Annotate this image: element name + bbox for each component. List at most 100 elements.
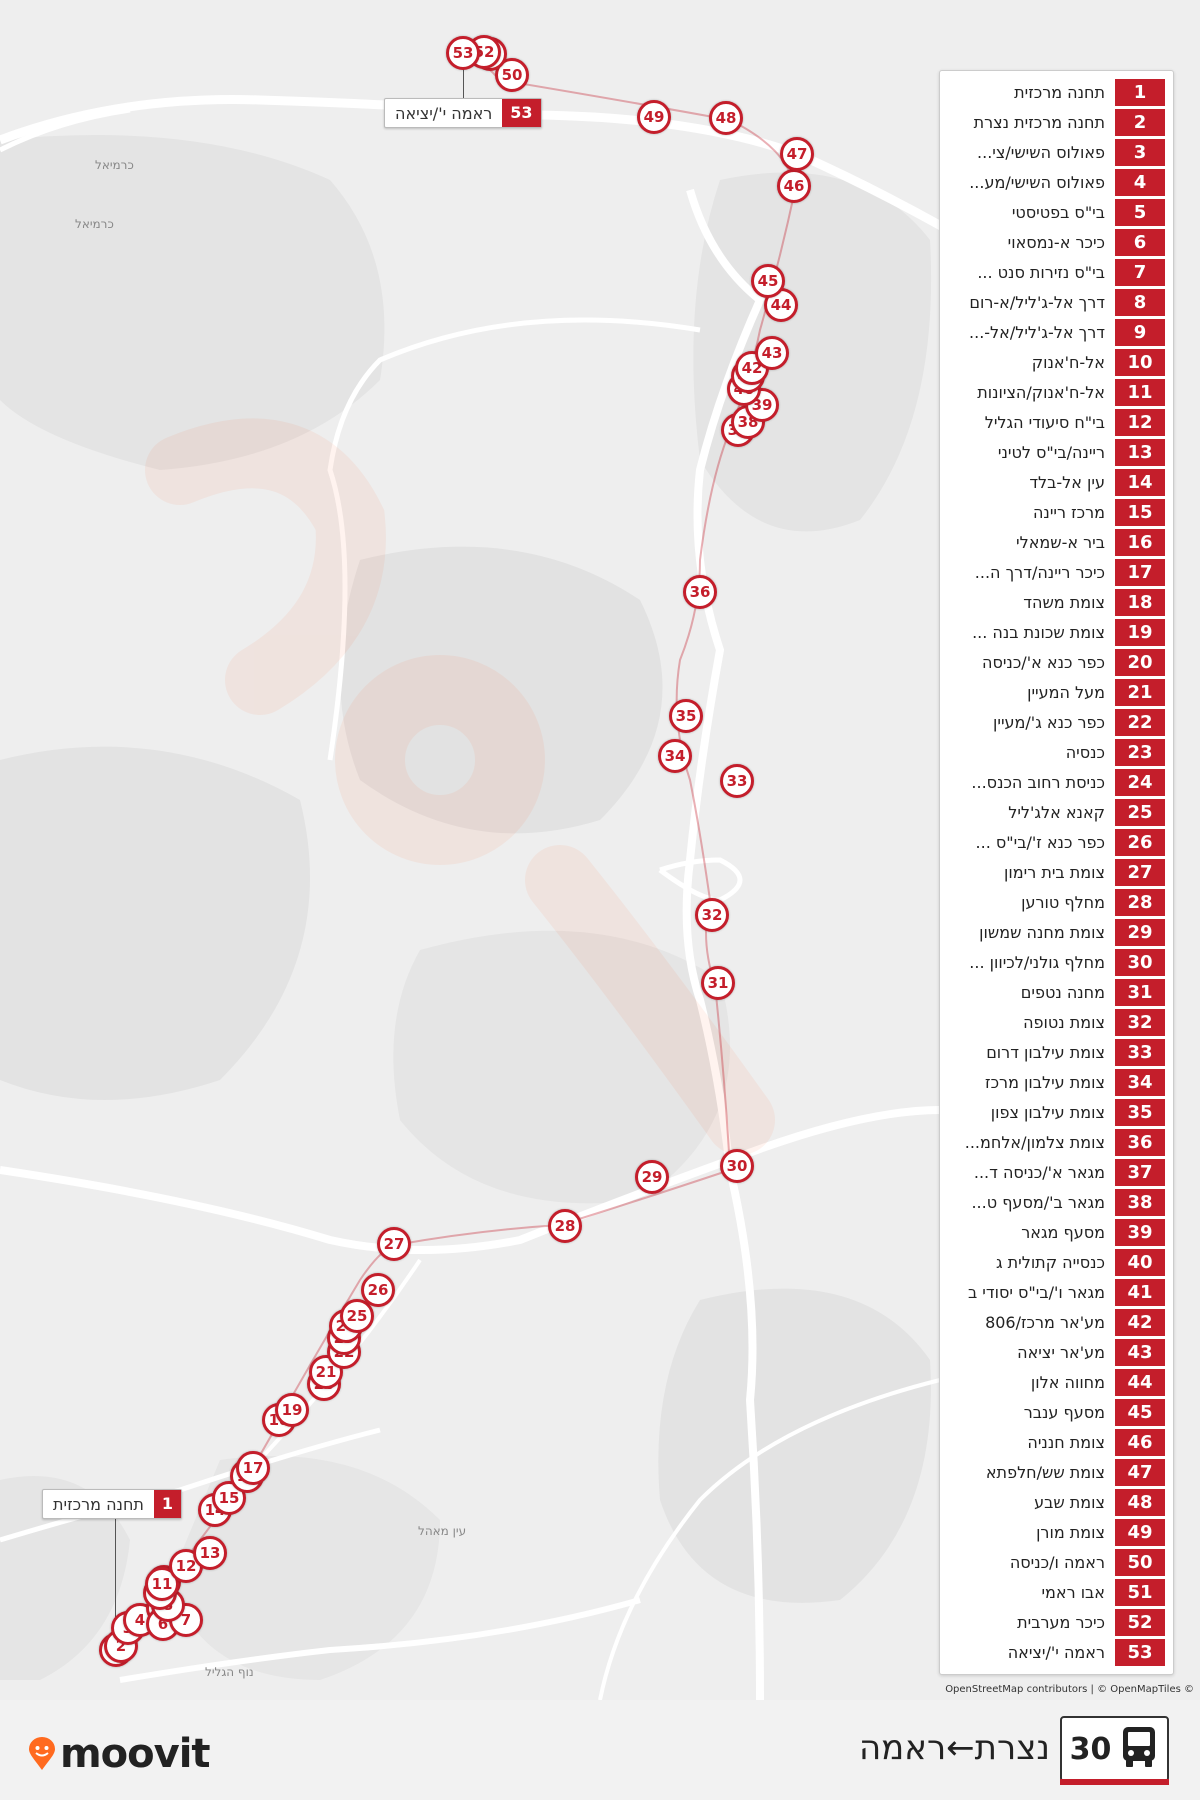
stop-list-item[interactable]: 10 אל-ח'אנוק [948,347,1165,377]
stop-marker[interactable]: 49 [637,100,671,134]
stop-marker[interactable]: 35 [669,699,703,733]
stop-number: 27 [1115,858,1165,886]
stop-name: מחנה נטפים [1020,982,1105,1002]
stop-list-item[interactable]: 31 מחנה נטפים [948,977,1165,1007]
stop-list-item[interactable]: 50 ראמה ו/כניסה [948,1547,1165,1577]
stop-list-item[interactable]: 37 מגאר א'/כניסה ד... [948,1157,1165,1187]
stop-list-item[interactable]: 4 פאולוס השישי/מע... [948,167,1165,197]
stop-list-item[interactable]: 47 צומת שש/חלפתא [948,1457,1165,1487]
stop-marker[interactable]: 47 [780,137,814,171]
end-callout-pointer [463,66,464,100]
stop-list-item[interactable]: 27 צומת בית רימון [948,857,1165,887]
stop-list-item[interactable]: 2 תחנה מרכזית נצרת [948,107,1165,137]
stop-list-item[interactable]: 22 כפר כנא ג'/מעיין [948,707,1165,737]
stop-list-item[interactable]: 17 כיכר ריינה/דרך ה... [948,557,1165,587]
stop-name: צומת עילבון דרום [986,1042,1105,1062]
stop-list-item[interactable]: 12 בי"ח סיעודי הגליל [948,407,1165,437]
stop-list-item[interactable]: 45 מסעף ענבר [948,1397,1165,1427]
stop-list-item[interactable]: 16 ביר א-שמאלי [948,527,1165,557]
stop-list-item[interactable]: 23 כנסיה [948,737,1165,767]
stop-list-item[interactable]: 35 צומת עילבון צפון [948,1097,1165,1127]
stop-list-item[interactable]: 49 צומת מורן [948,1517,1165,1547]
stop-list-item[interactable]: 39 מסעף מגאר [948,1217,1165,1247]
stop-name: פאולוס השישי/מע... [969,172,1105,192]
stop-list-item[interactable]: 28 מחלף טורען [948,887,1165,917]
stop-name: ראמה ו/כניסה [1009,1552,1105,1572]
stop-list-item[interactable]: 36 צומת צלמון/אלחמ... [948,1127,1165,1157]
stop-list-item[interactable]: 3 פאולוס השישי/צי... [948,137,1165,167]
stop-name: כפר כנא א'/כניסה [982,652,1105,672]
stop-list-item[interactable]: 46 צומת חנניה [948,1427,1165,1457]
start-callout[interactable]: תחנה מרכזית 1 [42,1489,183,1519]
stop-number: 43 [1115,1338,1165,1366]
stop-list-item[interactable]: 40 כנסייה קתולית ג [948,1247,1165,1277]
stop-list-item[interactable]: 41 מגאר ו'/בי"ס יסודי ב [948,1277,1165,1307]
stop-number: 14 [1115,468,1165,496]
stop-list-item[interactable]: 9 דרך אל-ג'ליל/אל-... [948,317,1165,347]
start-callout-label: תחנה מרכזית [53,1494,144,1514]
stop-list-item[interactable]: 14 עין אל-בלד [948,467,1165,497]
stop-marker[interactable]: 34 [658,739,692,773]
stop-marker[interactable]: 31 [701,966,735,1000]
stop-marker[interactable]: 53 [446,36,480,70]
stop-list-item[interactable]: 11 אל-ח'אנוק/הציונות [948,377,1165,407]
stop-list-item[interactable]: 20 כפר כנא א'/כניסה [948,647,1165,677]
stop-list-item[interactable]: 29 צומת מחנה שמשון [948,917,1165,947]
stop-list-item[interactable]: 32 צומת נטופה [948,1007,1165,1037]
stop-list-item[interactable]: 18 צומת משהד [948,587,1165,617]
stop-marker[interactable]: 17 [236,1451,270,1485]
stop-list-item[interactable]: 25 קאנא אלג'ליל [948,797,1165,827]
stop-marker[interactable]: 26 [361,1273,395,1307]
stop-marker[interactable]: 27 [377,1227,411,1261]
stop-number: 37 [1115,1158,1165,1186]
stop-marker[interactable]: 45 [751,264,785,298]
stop-list-item[interactable]: 42 מע'אר מרכז/806 [948,1307,1165,1337]
stop-number: 26 [1115,828,1165,856]
stop-marker[interactable]: 48 [709,101,743,135]
stop-list-item[interactable]: 51 אבו ראמי [948,1577,1165,1607]
stop-list-item[interactable]: 53 ראמה י'/יציאה [948,1637,1165,1667]
stop-marker[interactable]: 28 [548,1209,582,1243]
stop-list-item[interactable]: 43 מע'אר יציאה [948,1337,1165,1367]
stop-list-item[interactable]: 48 צומת שבע [948,1487,1165,1517]
stop-list-item[interactable]: 38 מגאר ב'/מסעף ט... [948,1187,1165,1217]
stop-list-item[interactable]: 19 צומת שכונת בנה ... [948,617,1165,647]
moovit-logo: moovit [28,1731,211,1777]
stop-marker[interactable]: 32 [695,898,729,932]
stop-list-item[interactable]: 15 מרכז ריינה [948,497,1165,527]
stop-list-item[interactable]: 33 צומת עילבון דרום [948,1037,1165,1067]
map-attribution[interactable]: OpenStreetMap contributors | © OpenMapTi… [945,1684,1194,1695]
stop-marker[interactable]: 30 [720,1149,754,1183]
stop-list-item[interactable]: 24 כניסת רחוב הכנס... [948,767,1165,797]
stop-list-item[interactable]: 1 תחנה מרכזית [948,77,1165,107]
stop-list-item[interactable]: 7 בי"ס נזירות סנט ... [948,257,1165,287]
stop-list-item[interactable]: 13 ריינה/בי"ס לטיני [948,437,1165,467]
map-place-label: כרמיאל [95,158,134,172]
map-place-label: עין מאהל [418,1524,467,1538]
stop-marker[interactable]: 19 [275,1393,309,1427]
start-callout-number: 1 [153,1490,182,1518]
stop-marker[interactable]: 25 [340,1299,374,1333]
stop-marker[interactable]: 33 [720,764,754,798]
stop-name: כפר כנא ז'/בי"ס ... [975,832,1105,852]
stop-marker[interactable]: 46 [777,169,811,203]
stop-name: מגאר א'/כניסה ד... [973,1162,1105,1182]
stop-list-item[interactable]: 21 מעל המעיין [948,677,1165,707]
stop-marker[interactable]: 29 [635,1160,669,1194]
stop-name: בי"ס נזירות סנט ... [977,262,1105,282]
stop-marker[interactable]: 15 [212,1481,246,1515]
stop-marker[interactable]: 43 [755,336,789,370]
stop-marker[interactable]: 13 [193,1536,227,1570]
stop-list-item[interactable]: 52 כיכר מערבית [948,1607,1165,1637]
stop-list-item[interactable]: 44 מחווה אלון [948,1367,1165,1397]
end-callout[interactable]: ראמה י'/יציאה 53 [384,98,542,128]
stop-list-item[interactable]: 26 כפר כנא ז'/בי"ס ... [948,827,1165,857]
stop-number: 45 [1115,1398,1165,1426]
stop-list-item[interactable]: 30 מחלף גולני/לכיוון ... [948,947,1165,977]
stop-list-item[interactable]: 34 צומת עילבון מרכז [948,1067,1165,1097]
stop-list-item[interactable]: 8 דרך אל-ג'ליל/א-רום [948,287,1165,317]
stop-marker[interactable]: 36 [683,575,717,609]
stop-list-item[interactable]: 5 בי"ס בפטיסטי [948,197,1165,227]
stop-list-item[interactable]: 6 כיכר א-נמסאוי [948,227,1165,257]
